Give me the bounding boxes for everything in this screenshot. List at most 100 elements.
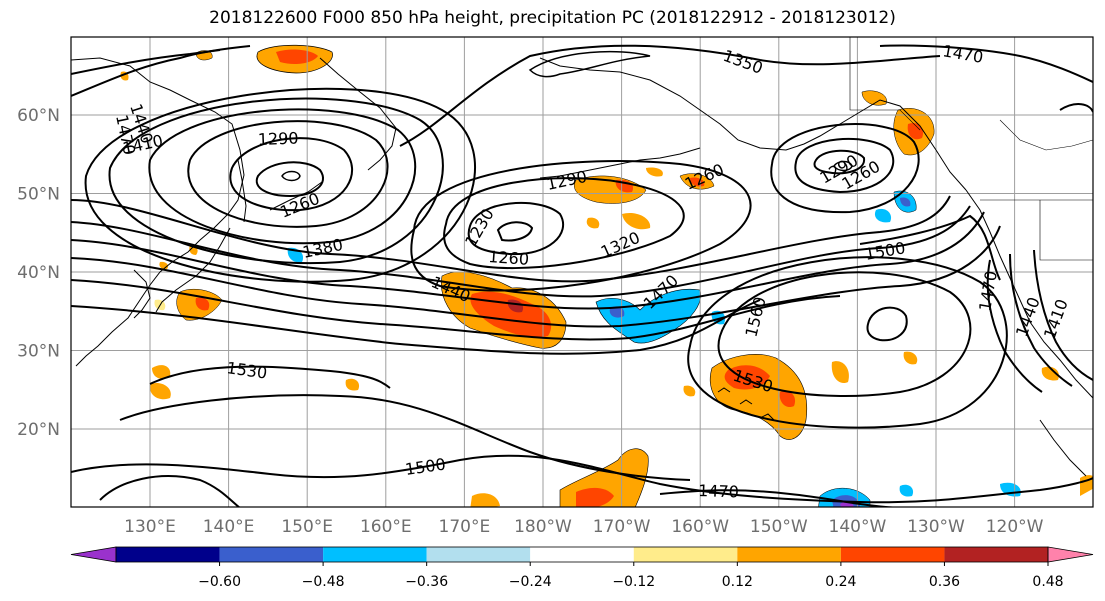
coastline-baja: [1039, 419, 1087, 477]
height-contours: [71, 44, 1093, 507]
longitude-label: 130°E: [124, 517, 176, 537]
coastline-aleutian-chain: [539, 147, 701, 179]
contour-1500-band: [71, 299, 761, 355]
map-gridlines: [71, 37, 1093, 507]
contour-1470-south: [659, 489, 901, 507]
latitude-label: 30°N: [17, 342, 60, 362]
colorbar-tick-label: 0.36: [929, 574, 960, 590]
contour-label: 1290: [257, 129, 298, 149]
coastline-kamchatka: [319, 57, 397, 171]
contour-1380-west: [108, 97, 444, 265]
colorbar-segment: [737, 547, 841, 562]
boundary-alaska-canada: [849, 37, 921, 131]
longitude-label: 170°E: [439, 517, 491, 537]
contour-1440-band: [71, 225, 1001, 328]
longitude-label: 120°W: [986, 517, 1044, 537]
colorbar-tick-label: 0.12: [722, 574, 753, 590]
boundary-us-states: [1039, 200, 1093, 261]
contour-1350-west: [148, 108, 417, 245]
contour-1350-band: [71, 195, 951, 283]
contour-label: 1470: [698, 481, 739, 501]
contour-1500-south: [71, 454, 1093, 504]
longitude-label: 130°W: [907, 517, 965, 537]
latitude-label: 50°N: [17, 185, 60, 205]
contour-1290-low-east: [794, 137, 895, 194]
colorbar-frame: [115, 546, 1049, 563]
longitude-label: 180°W: [514, 517, 572, 537]
contour-1440-east-coast: [1009, 253, 1073, 387]
precip-region-japan: [154, 244, 223, 321]
contour-1410-west: [84, 87, 476, 283]
contour-1260-low-west: [255, 161, 324, 198]
contour-label: 1260: [488, 247, 530, 269]
latitude-label: 20°N: [17, 420, 60, 440]
contour-1440-north: [71, 49, 221, 75]
longitude-label: 160°E: [360, 517, 412, 537]
coastline-alaska: [539, 57, 967, 191]
contour-low-east-inner: [833, 160, 853, 172]
contour-1260-low-east: [813, 149, 866, 175]
colorbar-tick-label: −0.48: [302, 574, 345, 590]
colorbar-tick-label: −0.60: [198, 574, 241, 590]
latitude-labels: 60°N 50°N 40°N 30°N 20°N: [17, 106, 60, 440]
coastlines: [71, 37, 1093, 477]
colorbar-tick-label: −0.24: [509, 574, 552, 590]
colorbar-segment: [116, 547, 220, 562]
longitude-label: 140°W: [829, 517, 887, 537]
contour-1410-east-coast: [1033, 249, 1093, 381]
contour-1560-high: [717, 271, 972, 397]
contour-1350-north: [399, 44, 941, 147]
colorbar-segment: [219, 547, 324, 562]
contour-1410-band: [71, 211, 985, 310]
contour-1410-north: [71, 45, 251, 97]
coastline-hawaii: [717, 387, 775, 421]
latitude-label: 60°N: [17, 106, 60, 126]
contour-1470-north-east: [879, 44, 1093, 83]
longitude-label: 150°E: [281, 517, 333, 537]
contour-1530-south: [119, 394, 691, 481]
contour-1470-east-coast: [986, 259, 1043, 393]
colorbar-extend-low: [70, 546, 117, 563]
contour-1530-south-west: [149, 365, 391, 389]
colorbar-tick-label: 0.24: [825, 574, 856, 590]
contour-low-west-inner: [281, 170, 301, 182]
contour-1500-east: [859, 214, 1001, 281]
contour-1380-band: [71, 205, 971, 298]
contour-1470-band: [71, 279, 841, 341]
colorbar-segment: [633, 547, 738, 562]
longitude-label: 170°W: [593, 517, 651, 537]
colorbar-tick-label: 0.48: [1032, 574, 1063, 590]
colorbar-segment: [426, 547, 531, 562]
contour-1230-low-central: [496, 221, 534, 242]
longitude-label: 150°W: [750, 517, 808, 537]
contour-1350-north-loop: [528, 50, 651, 78]
longitude-label: 140°E: [203, 517, 255, 537]
contour-1320-west: [187, 120, 389, 228]
map-frame: [70, 36, 1094, 508]
colorbar-segment: [840, 547, 945, 562]
coastline-sakhalin: [237, 159, 247, 223]
latitude-label: 40°N: [17, 263, 60, 283]
precip-region-gulf-alaska: [861, 90, 935, 223]
contour-1500-south-west-loop: [99, 475, 241, 507]
coastline-korea: [133, 269, 151, 319]
contour-1290-low-west: [229, 137, 354, 212]
colorbar-segment: [944, 547, 1048, 562]
colorbar-segment: [530, 547, 634, 562]
colorbar-segment: [323, 547, 427, 562]
contour-1260-low-central: [467, 202, 565, 256]
coastline-asia: [71, 57, 245, 367]
contour-high-inner: [866, 306, 908, 342]
map-title: 2018122600 F000 850 hPa height, precipit…: [209, 8, 896, 28]
contour-1440-north-east: [1059, 103, 1093, 113]
coastline-north-america: [965, 189, 1093, 399]
contour-1320-east: [770, 123, 920, 214]
longitude-label: 160°W: [671, 517, 729, 537]
contour-1320-central: [410, 160, 752, 292]
contour-1530-high: [687, 256, 1008, 429]
colorbar-tick-label: −0.36: [405, 574, 448, 590]
contour-1290-central: [443, 177, 685, 270]
coastline-north-america-inland: [999, 119, 1093, 151]
precip-region-hawaii: [149, 351, 918, 440]
